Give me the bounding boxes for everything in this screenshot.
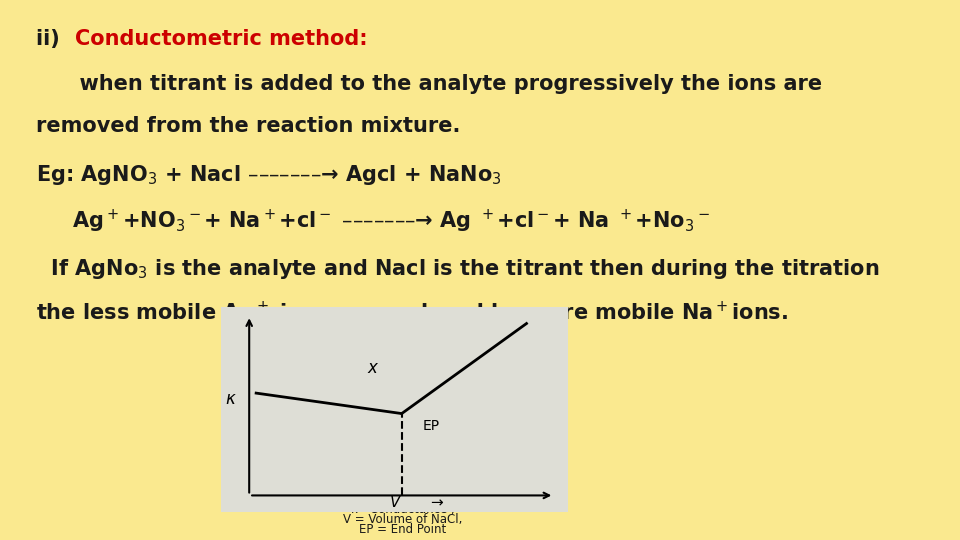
Text: EP = End Point: EP = End Point	[359, 523, 446, 536]
Text: ii): ii)	[36, 29, 67, 49]
Text: Ag$^+$+NO$_3$$^-$+ Na$^+$+cl$^-$ –––––––→ Ag $^+$+cl$^-$+ Na $^+$+No$_3$$^-$: Ag$^+$+NO$_3$$^-$+ Na$^+$+cl$^-$ –––––––…	[36, 207, 709, 235]
Text: Conductometric method:: Conductometric method:	[75, 29, 368, 49]
Text: removed from the reaction mixture.: removed from the reaction mixture.	[36, 116, 460, 136]
Text: Figure - 4: Figure - 4	[373, 492, 432, 505]
Text: when titrant is added to the analyte progressively the ions are: when titrant is added to the analyte pro…	[36, 73, 822, 93]
Text: κ - Conductance ;: κ - Conductance ;	[351, 503, 455, 516]
Text: Eg: AgNO$_3$ + Nacl –––––––→ Agcl + NaNo$_3$: Eg: AgNO$_3$ + Nacl –––––––→ Agcl + NaNo…	[36, 163, 501, 187]
Text: the less mobile Ag$^+$ ions are replaced by more mobile Na$^+$ions.: the less mobile Ag$^+$ ions are replaced…	[36, 299, 788, 327]
Text: If AgNo$_3$ is the analyte and Nacl is the titrant then during the titration: If AgNo$_3$ is the analyte and Nacl is t…	[36, 257, 879, 281]
Text: V = Volume of NaCl,: V = Volume of NaCl,	[344, 514, 463, 526]
